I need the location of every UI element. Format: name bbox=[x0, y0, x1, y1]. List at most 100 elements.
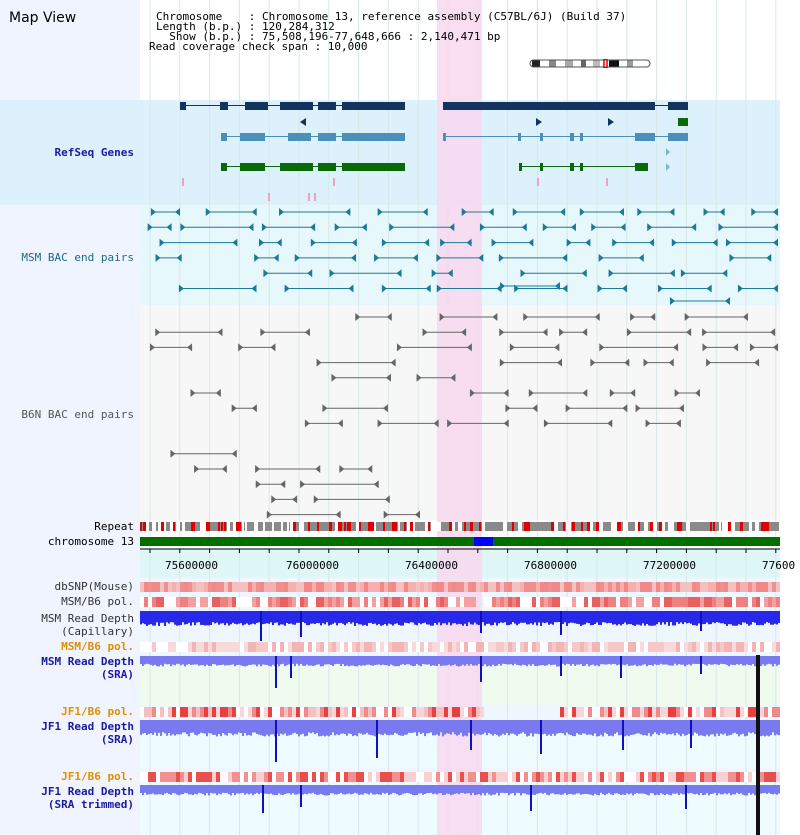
read-depth-bar bbox=[468, 611, 470, 623]
read-depth-bar bbox=[682, 611, 684, 625]
read-depth-bar bbox=[456, 720, 458, 736]
bac-end-marker bbox=[194, 465, 200, 473]
read-depth-bar bbox=[338, 785, 340, 794]
polymorphism-cell bbox=[400, 772, 404, 782]
info-coverage-span: Read coverage check span : 10,000 bbox=[149, 40, 368, 53]
polymorphism-cell bbox=[140, 582, 144, 592]
read-depth-bar bbox=[656, 720, 658, 735]
read-depth-bar bbox=[174, 656, 176, 666]
read-depth-bar bbox=[674, 720, 676, 736]
read-depth-bar bbox=[282, 720, 284, 735]
read-depth-bar bbox=[590, 785, 592, 795]
bac-end-marker bbox=[624, 358, 630, 367]
read-depth-bar bbox=[714, 611, 716, 624]
polymorphism-cell bbox=[352, 707, 356, 717]
read-depth-bar bbox=[326, 656, 328, 665]
read-depth-bar bbox=[486, 656, 488, 667]
polymorphism-cell bbox=[588, 597, 592, 607]
bac-end-marker bbox=[271, 495, 277, 504]
read-depth-bar bbox=[624, 611, 626, 623]
read-depth-bar bbox=[588, 656, 590, 667]
read-depth-bar bbox=[518, 720, 520, 735]
read-depth-bar bbox=[386, 720, 388, 735]
polymorphism-cell bbox=[548, 597, 552, 607]
read-depth-bar bbox=[226, 656, 228, 666]
read-depth-bar bbox=[526, 785, 528, 795]
polymorphism-cell bbox=[724, 582, 728, 592]
read-depth-bar bbox=[498, 656, 500, 665]
polymorphism-cell bbox=[696, 582, 700, 592]
polymorphism-cell bbox=[156, 582, 160, 592]
polymorphism-cell bbox=[672, 582, 676, 592]
polymorphism-cell bbox=[336, 642, 340, 652]
read-depth-bar bbox=[140, 720, 142, 735]
read-depth-bar bbox=[454, 785, 456, 794]
strand-arrow bbox=[666, 163, 670, 171]
read-depth-bar bbox=[246, 611, 248, 624]
read-depth-bar bbox=[454, 656, 456, 665]
polymorphism-cell bbox=[596, 772, 600, 782]
read-depth-bar bbox=[304, 611, 306, 624]
polymorphism-cell bbox=[504, 642, 508, 652]
polymorphism-cell bbox=[308, 772, 312, 782]
gene-exon bbox=[342, 102, 405, 110]
repeat-block bbox=[527, 522, 530, 531]
read-depth-bar bbox=[146, 785, 148, 795]
read-depth-bar bbox=[396, 785, 398, 795]
read-depth-bar bbox=[778, 785, 780, 794]
repeat-block bbox=[599, 522, 603, 531]
polymorphism-cell bbox=[612, 707, 616, 717]
read-depth-bar bbox=[746, 611, 748, 624]
chromosome-ideogram[interactable] bbox=[529, 53, 651, 69]
read-depth-bar bbox=[506, 656, 508, 665]
read-depth-bar bbox=[580, 611, 582, 626]
polymorphism-cell bbox=[772, 642, 776, 652]
read-depth-bar bbox=[382, 611, 384, 626]
polymorphism-cell bbox=[484, 772, 488, 782]
read-depth-bar bbox=[578, 611, 580, 625]
bac-end-marker bbox=[232, 238, 238, 247]
read-depth-bar bbox=[542, 785, 544, 794]
read-depth-bar bbox=[356, 656, 358, 667]
read-depth-bar bbox=[422, 656, 424, 664]
polymorphism-cell bbox=[332, 707, 336, 717]
polymorphism-cell bbox=[568, 772, 572, 782]
polymorphism-cell bbox=[540, 772, 544, 782]
read-depth-bar bbox=[572, 656, 574, 664]
read-depth-bar bbox=[152, 656, 154, 666]
read-depth-bar bbox=[604, 785, 606, 796]
read-depth-bar bbox=[348, 720, 350, 734]
read-depth-bar bbox=[410, 720, 412, 733]
gene-exon bbox=[342, 163, 405, 171]
read-depth-bar bbox=[476, 720, 478, 734]
read-depth-bar bbox=[366, 611, 368, 626]
bac-end-marker bbox=[304, 328, 310, 337]
axis-tick-label: 77600 bbox=[762, 559, 796, 572]
read-depth-bar bbox=[486, 720, 488, 736]
read-depth-bar bbox=[218, 720, 220, 735]
bac-end-marker bbox=[447, 269, 453, 278]
read-depth-bar bbox=[374, 785, 376, 795]
read-depth-bar bbox=[670, 720, 672, 735]
read-depth-spike bbox=[300, 611, 302, 637]
read-depth-bar bbox=[306, 720, 308, 736]
read-depth-bar bbox=[670, 611, 672, 623]
read-depth-bar bbox=[778, 656, 780, 665]
read-depth-bar bbox=[346, 785, 348, 794]
repeat-block bbox=[710, 522, 712, 531]
read-depth-bar bbox=[534, 656, 536, 667]
read-depth-bar bbox=[264, 720, 266, 737]
polymorphism-cell bbox=[496, 772, 500, 782]
read-depth-bar bbox=[724, 656, 726, 665]
bac-end-marker bbox=[703, 208, 709, 216]
polymorphism-cell bbox=[556, 772, 560, 782]
repeat-block bbox=[617, 522, 621, 531]
read-depth-bar bbox=[646, 785, 648, 795]
polymorphism-cell bbox=[480, 582, 484, 592]
polymorphism-cell bbox=[256, 707, 260, 717]
read-depth-bar bbox=[150, 656, 152, 665]
polymorphism-cell bbox=[516, 642, 520, 652]
bac-end-marker bbox=[733, 343, 739, 352]
read-depth-bar bbox=[448, 720, 450, 734]
